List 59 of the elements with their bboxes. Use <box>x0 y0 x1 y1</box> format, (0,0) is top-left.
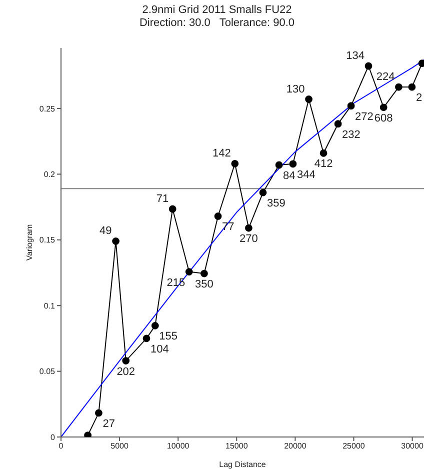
y-tick-label: 0.2 <box>44 170 56 179</box>
point <box>289 160 297 168</box>
x-tick-label: 10000 <box>166 442 190 451</box>
chart-title: 2.9nmi Grid 2011 Smalls FU22 <box>141 4 293 17</box>
point <box>231 160 239 168</box>
annotation: 359 <box>266 198 286 210</box>
point <box>112 237 120 245</box>
y-tick-label: 0.05 <box>39 367 56 376</box>
point <box>364 62 372 70</box>
point <box>275 161 283 169</box>
y-tick-label: 0.25 <box>39 104 56 114</box>
annotation: 2 <box>416 92 422 104</box>
point <box>347 102 355 110</box>
annotation: 104 <box>150 343 169 356</box>
x-tick-label: 5000 <box>110 442 129 451</box>
annotation: 142 <box>212 148 231 160</box>
y-tick-label: 0 <box>50 432 56 442</box>
point <box>200 270 208 278</box>
point <box>334 120 342 128</box>
x-axis-title: Lag Distance <box>219 460 266 469</box>
x-tick-label: 15000 <box>226 442 248 451</box>
point <box>95 409 102 417</box>
point <box>259 188 267 196</box>
annotation: 344 <box>296 168 316 181</box>
chart-subtitle: Direction: 30.0 Tolerance: 90.0 <box>138 17 296 30</box>
annotation: 350 <box>195 278 214 291</box>
annotation: 232 <box>342 128 360 141</box>
point <box>245 224 252 232</box>
annotation: 270 <box>240 233 258 246</box>
y-tick-label: 0.1 <box>44 301 56 310</box>
annotation: 224 <box>376 71 395 84</box>
annotation: 202 <box>116 366 136 378</box>
point <box>214 212 222 220</box>
x-tick-label: 20000 <box>284 442 307 451</box>
y-tick-label: 0.15 <box>39 236 56 245</box>
x-tick-label: 30000 <box>401 442 424 451</box>
point <box>122 357 130 364</box>
annotation: 84 <box>283 170 296 182</box>
point <box>151 322 159 330</box>
y-axis-title: Variogram <box>24 224 34 261</box>
point <box>142 334 150 342</box>
annotation: 272 <box>355 110 374 123</box>
annotation: 27 <box>102 418 115 430</box>
annotation: 412 <box>314 158 333 170</box>
annotation: 49 <box>100 225 112 238</box>
annotation: 71 <box>156 192 169 205</box>
annotation: 155 <box>159 330 178 343</box>
point <box>168 205 176 213</box>
point <box>395 83 402 91</box>
annotation: 608 <box>374 112 393 124</box>
point <box>185 268 193 276</box>
point <box>380 104 388 112</box>
point <box>408 83 416 91</box>
annotation: 130 <box>286 83 305 96</box>
x-tick-label: 25000 <box>342 442 366 451</box>
point <box>305 96 312 103</box>
point <box>320 149 328 157</box>
x-tick-label: 0 <box>58 442 64 451</box>
annotation: 134 <box>346 50 364 62</box>
